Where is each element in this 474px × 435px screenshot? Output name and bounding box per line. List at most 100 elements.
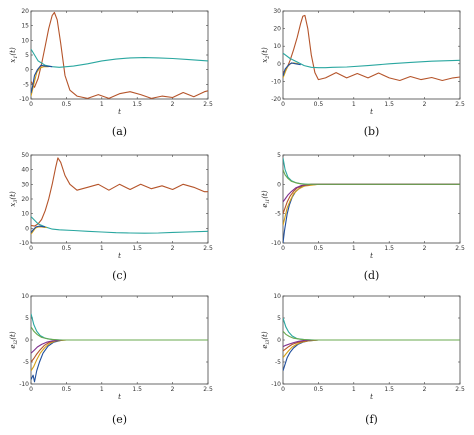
x-tick-label: 0 (29, 386, 33, 393)
y-tick-label: 5 (277, 152, 281, 159)
y-tick-label: 0 (25, 337, 29, 344)
plot-frame (30, 10, 209, 100)
x-axis-label: t (370, 252, 373, 260)
series-line-1 (31, 157, 208, 227)
x-tick-label: 2.5 (203, 386, 213, 393)
y-tick-label: -5 (23, 81, 29, 88)
x-tick-label: 2 (171, 245, 175, 252)
x-tick-label: 2 (423, 386, 427, 393)
y-tick-label: 10 (21, 293, 29, 300)
series-line-3 (283, 183, 460, 226)
x-tick-label: 1 (352, 386, 356, 393)
x-tick-label: 1 (100, 101, 104, 108)
y-tick-label: -10 (19, 381, 29, 388)
x-tick-label: 0.5 (314, 386, 324, 393)
series-line-4 (283, 62, 301, 77)
x-tick-label: 0 (29, 101, 33, 108)
y-tick-label: 0 (277, 181, 281, 188)
series-line-4 (31, 64, 53, 94)
x-tick-label: 1.5 (132, 245, 142, 252)
y-tick-label: 20 (21, 8, 29, 15)
series-line-3 (31, 66, 49, 97)
x-tick-label: 2.5 (455, 386, 465, 393)
series-line-6 (31, 326, 208, 341)
y-tick-label: -10 (271, 240, 281, 247)
series-line-1 (283, 14, 460, 82)
x-tick-label: 1.5 (384, 101, 394, 108)
x-tick-label: 1 (100, 245, 104, 252)
x-tick-label: 2 (423, 245, 427, 252)
x-axis-label: t (118, 393, 121, 401)
y-axis-label: ei1(t) (261, 190, 271, 207)
y-tick-label: 10 (21, 211, 29, 218)
x-tick-label: 1 (352, 101, 356, 108)
panel-caption: (f) (365, 413, 378, 426)
y-tick-label: -20 (271, 96, 281, 103)
panel-caption: (a) (112, 125, 127, 138)
chart-panel-e: 0 0.5 1 1.5 2 2.5 -10 -5 0 5 10 t ei2(t) (e) (9, 293, 213, 426)
y-tick-label: 5 (25, 315, 29, 322)
chart-panel-d: 0 0.5 1 1.5 2 2.5 -10 -5 0 5 t ei1(t) (d) (261, 152, 465, 282)
x-axis-label: t (118, 108, 121, 116)
y-tick-label: 20 (21, 196, 29, 203)
x-axis-label: t (370, 108, 373, 116)
y-tick-label: 0 (25, 225, 29, 232)
panel-caption: (b) (364, 125, 380, 138)
x-tick-label: 2.5 (203, 101, 213, 108)
y-tick-label: 10 (273, 293, 281, 300)
x-tick-label: 0 (281, 101, 285, 108)
x-tick-label: 1.5 (384, 245, 394, 252)
series-line-2 (283, 52, 460, 69)
y-axis-label: x2(t) (261, 47, 271, 63)
plot-frame (30, 154, 209, 244)
y-axis-label: x1(t) (9, 47, 19, 63)
y-axis-label: ei2(t) (9, 331, 19, 348)
chart-panel-a: 0 0.5 1 1.5 2 2.5 -10 -5 0 5 10 15 20 t x1(t) (a) (9, 8, 213, 138)
y-tick-label: -10 (271, 381, 281, 388)
x-tick-label: 0.5 (314, 245, 324, 252)
panel-caption: (d) (364, 269, 380, 282)
x-tick-label: 1.5 (384, 386, 394, 393)
y-tick-label: 20 (273, 26, 281, 33)
y-tick-label: 10 (21, 37, 29, 44)
y-tick-label: -10 (271, 78, 281, 85)
x-axis-label: t (370, 393, 373, 401)
x-axis-label: t (118, 252, 121, 260)
y-tick-label: 5 (277, 315, 281, 322)
y-tick-label: 30 (21, 181, 29, 188)
x-tick-label: 0 (281, 245, 285, 252)
y-tick-label: 0 (277, 337, 281, 344)
y-tick-label: 5 (25, 52, 29, 59)
y-axis-label: ei3(t) (261, 331, 271, 348)
x-tick-label: 2.5 (203, 245, 213, 252)
y-tick-label: -5 (275, 359, 281, 366)
y-tick-label: 0 (25, 67, 29, 74)
series-line-2 (31, 216, 208, 234)
x-tick-label: 0.5 (62, 386, 72, 393)
x-tick-label: 2 (171, 386, 175, 393)
plot-frame (282, 154, 461, 244)
y-tick-label: 30 (273, 8, 281, 15)
panel-caption: (c) (112, 269, 127, 282)
x-tick-label: 2.5 (455, 101, 465, 108)
x-tick-label: 1 (352, 245, 356, 252)
x-tick-label: 0 (281, 386, 285, 393)
y-tick-label: -10 (19, 240, 29, 247)
y-axis-label: x3(t) (9, 191, 19, 207)
y-tick-label: -5 (275, 211, 281, 218)
x-tick-label: 0.5 (62, 101, 72, 108)
chart-panel-f: 0 0.5 1 1.5 2 2.5 -10 -5 0 5 10 t ei3(t) (f) (261, 293, 465, 426)
y-tick-label: -10 (19, 96, 29, 103)
x-tick-label: 0 (29, 245, 33, 252)
x-tick-label: 2.5 (455, 245, 465, 252)
y-tick-label: -5 (23, 359, 29, 366)
x-tick-label: 2 (423, 101, 427, 108)
series-line-6 (283, 330, 460, 341)
chart-panel-b: 0 0.5 1 1.5 2 2.5 -20 -10 0 10 20 30 t x2(t) (b) (261, 8, 465, 138)
y-tick-label: 0 (277, 61, 281, 68)
panel-caption: (e) (112, 413, 127, 426)
x-tick-label: 1.5 (132, 386, 142, 393)
series-line-1 (31, 11, 208, 99)
x-tick-label: 1 (100, 386, 104, 393)
